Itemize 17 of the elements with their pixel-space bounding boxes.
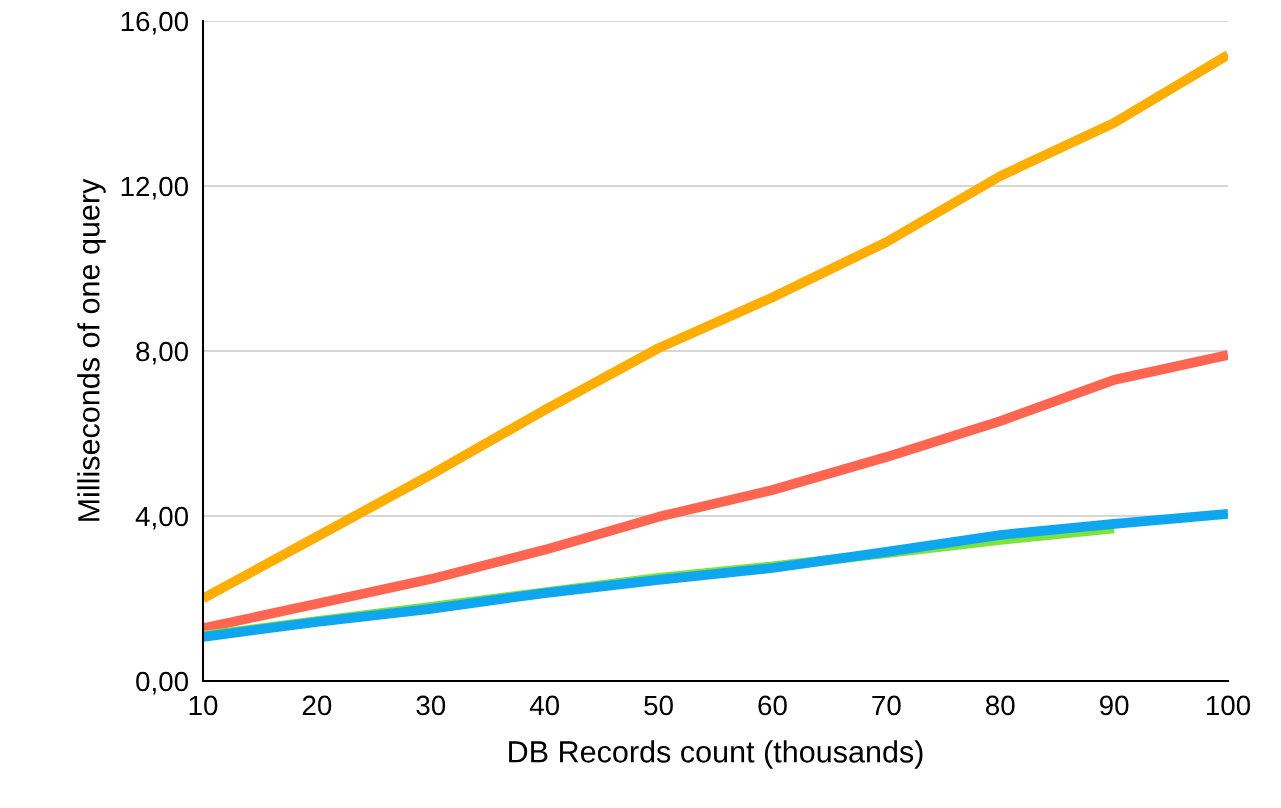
x-axis-title: DB Records count (thousands) [509,740,923,769]
x-tick-label: 60 [758,695,787,716]
y-tick-label: 16,00 [121,11,189,35]
x-tick-label: 80 [985,695,1015,716]
x-tick-label: 20 [302,695,332,716]
x-tick-label: 50 [644,695,673,716]
x-tick-label: 70 [872,695,901,716]
x-tick-label: 40 [529,695,560,716]
x-tick-label: 10 [189,695,218,716]
x-tick-label: 100 [1206,695,1251,716]
y-tick-label: 0,00 [136,671,189,695]
y-tick-label: 8,00 [136,341,189,365]
x-tick-label: 90 [1099,695,1129,716]
y-tick-label: 12,00 [121,176,189,200]
y-tick-label: 4,00 [135,506,189,530]
x-tick-label: 30 [416,695,446,716]
y-axis-title: Milliseconds of one query [77,178,106,521]
